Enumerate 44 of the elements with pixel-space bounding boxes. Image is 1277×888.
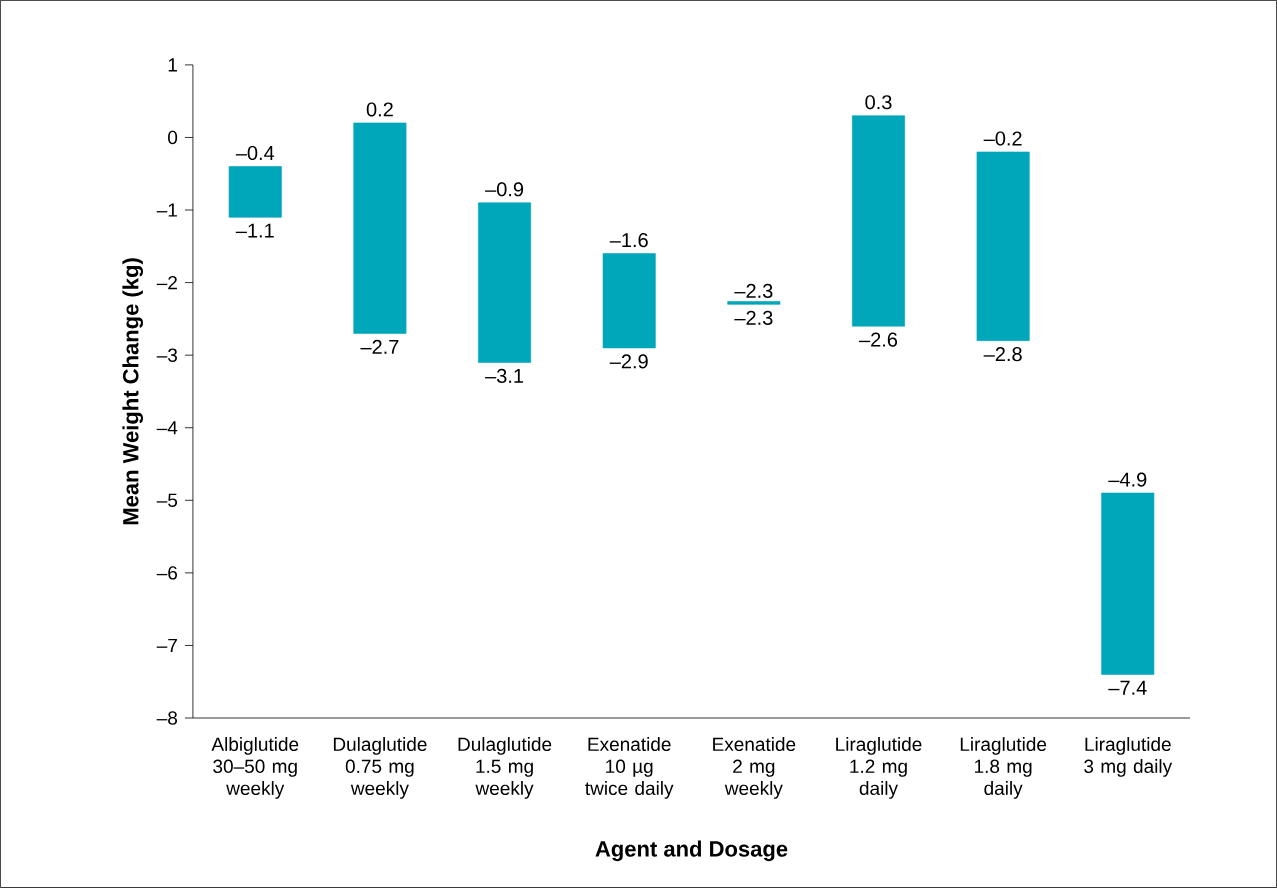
y-tick-label: –3 xyxy=(156,348,178,362)
annotation: –2.7 xyxy=(360,339,399,354)
x-tick-label: Dulaglutide 1.5 mg weekly xyxy=(458,737,552,799)
annotation: –1.6 xyxy=(609,233,648,248)
x-tick-label: Dulaglutide 0.75 mg weekly xyxy=(333,737,427,799)
x-tick-label: Liraglutide 3 mg daily xyxy=(1084,737,1173,777)
annotation: –2.6 xyxy=(859,332,898,347)
y-tick-label: 1 xyxy=(168,58,177,72)
bar xyxy=(1101,492,1155,675)
bar xyxy=(727,301,781,305)
x-tick-label: Liraglutide 1.8 mg daily xyxy=(960,737,1047,799)
y-tick-label: –4 xyxy=(156,421,178,435)
bar xyxy=(602,253,656,349)
bar xyxy=(478,202,532,363)
annotation: –7.4 xyxy=(1108,680,1147,695)
y-axis-title: Mean Weight Change (kg) xyxy=(122,258,144,525)
annotation: –2.8 xyxy=(983,347,1022,362)
x-tick-label: Exenatide 2 mg weekly xyxy=(713,737,796,799)
x-tick-label: Exenatide 10 µg twice daily xyxy=(585,737,674,799)
annotation: –4.9 xyxy=(1108,472,1147,487)
y-tick-label: –8 xyxy=(156,711,178,725)
y-tick-label: –1 xyxy=(156,203,177,217)
y-tick-label: –5 xyxy=(156,493,178,507)
y-tick-label: 0 xyxy=(168,130,178,145)
annotation: –3.1 xyxy=(485,368,524,384)
x-tick-label: Albiglutide 30–50 mg weekly xyxy=(211,737,299,799)
y-tick-label: –2 xyxy=(156,276,177,290)
annotation: –0.4 xyxy=(235,145,275,161)
y-tick-label: –6 xyxy=(156,566,178,580)
x-axis-title: Agent and Dosage xyxy=(595,840,788,862)
annotation: 0.3 xyxy=(865,95,892,110)
bar xyxy=(228,166,282,218)
bar xyxy=(852,115,905,327)
annotation: –2.3 xyxy=(734,310,773,325)
annotation: –0.2 xyxy=(983,131,1022,146)
annotation: –0.9 xyxy=(485,182,524,197)
annotation: –1.1 xyxy=(235,223,274,238)
bar xyxy=(353,122,407,334)
annotation: –2.3 xyxy=(734,283,773,298)
annotation: –2.9 xyxy=(609,354,648,369)
annotation: 0.2 xyxy=(366,102,393,117)
bar xyxy=(976,151,1030,341)
x-tick-label: Liraglutide 1.2 mg daily xyxy=(836,737,922,799)
y-tick-label: –7 xyxy=(156,638,177,653)
